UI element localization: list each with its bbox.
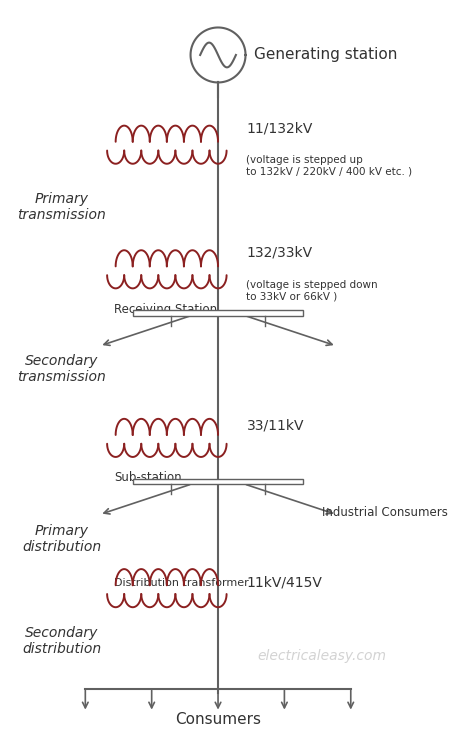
FancyBboxPatch shape <box>133 479 303 485</box>
Text: Primary
distribution: Primary distribution <box>22 523 101 554</box>
Text: (voltage is stepped up
to 132kV / 220kV / 400 kV etc. ): (voltage is stepped up to 132kV / 220kV … <box>246 155 412 177</box>
Text: (voltage is stepped down
to 33kV or 66kV ): (voltage is stepped down to 33kV or 66kV… <box>246 280 378 301</box>
Text: Industrial Consumers: Industrial Consumers <box>322 506 448 519</box>
Text: Distribution transformer: Distribution transformer <box>114 578 248 588</box>
Text: Sub-station: Sub-station <box>114 471 182 485</box>
Text: Receiving Station: Receiving Station <box>114 303 217 316</box>
Text: Generating station: Generating station <box>254 48 397 62</box>
Text: 11/132kV: 11/132kV <box>246 121 313 136</box>
Text: Secondary
distribution: Secondary distribution <box>22 626 101 657</box>
Text: electricaleasy.com: electricaleasy.com <box>258 649 387 663</box>
Text: Primary
transmission: Primary transmission <box>17 191 106 222</box>
Text: Consumers: Consumers <box>175 712 261 727</box>
Text: Secondary
transmission: Secondary transmission <box>17 353 106 384</box>
Text: 33/11kV: 33/11kV <box>246 418 304 432</box>
Text: 11kV/415V: 11kV/415V <box>246 575 322 590</box>
Text: 132/33kV: 132/33kV <box>246 246 313 260</box>
FancyBboxPatch shape <box>133 310 303 316</box>
